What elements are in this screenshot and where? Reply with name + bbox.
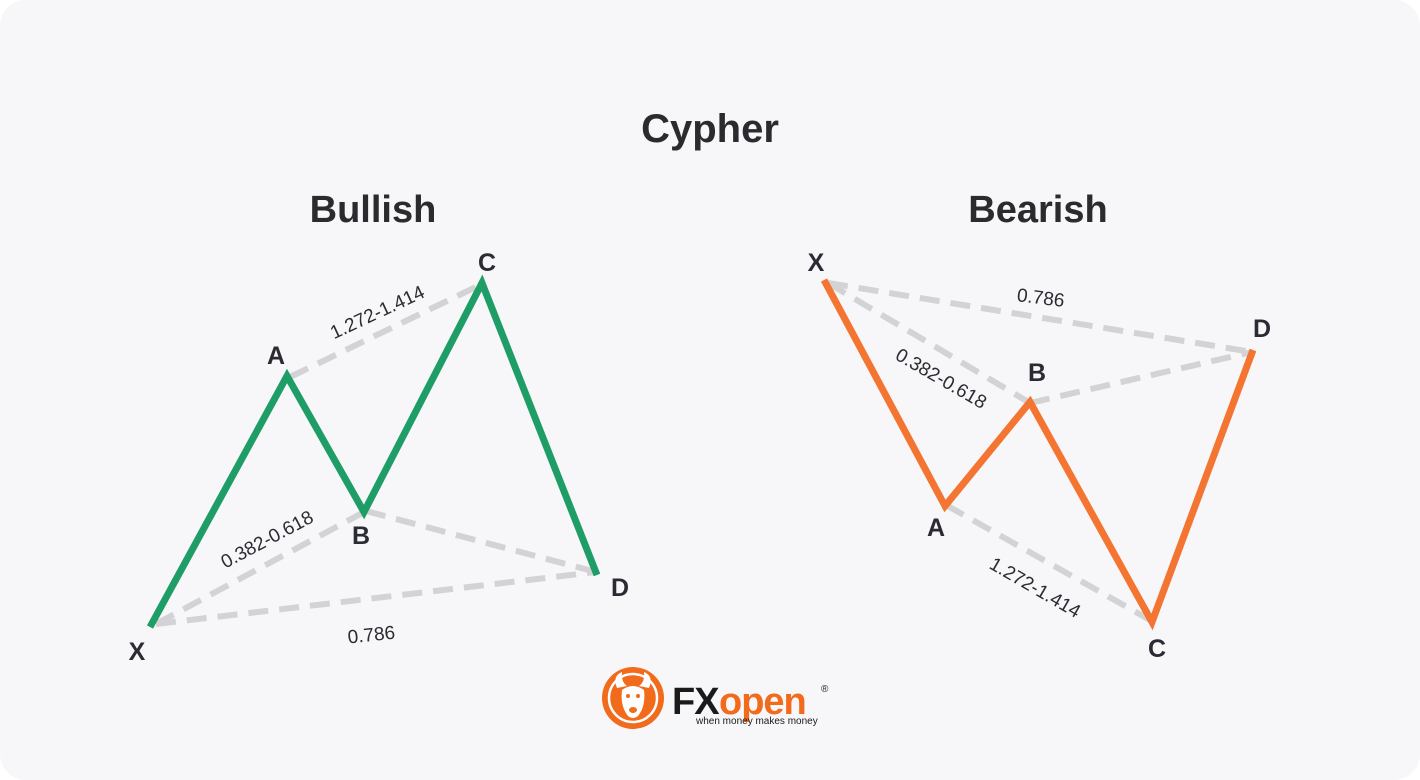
brand-tagline: when money makes money <box>695 716 818 727</box>
bullish-guide-xd <box>155 569 597 627</box>
brand-logo: FX open ® when money makes money <box>602 667 829 729</box>
bullish-point-b: B <box>352 522 370 550</box>
bearish-guide-bd <box>1029 349 1253 406</box>
bearish-point-x: X <box>808 249 825 277</box>
bullish-point-x: X <box>129 638 146 666</box>
bullish-point-c: C <box>478 249 496 277</box>
bearish-point-b: B <box>1028 359 1046 387</box>
bearish-point-c: C <box>1148 635 1166 663</box>
bullish-guide-ac <box>288 283 480 380</box>
bearish-ratio-d: 0.786 <box>1016 285 1066 312</box>
brand-registered: ® <box>821 684 829 695</box>
bullish-point-a: A <box>267 342 285 370</box>
bearish-point-a: A <box>927 514 945 542</box>
bearish-ratio-b: 0.382-0.618 <box>892 345 990 414</box>
bearish-guide-xb <box>826 280 1032 406</box>
main-title: Cypher <box>641 107 779 151</box>
bearish-panel: X A B C D 0.786 0.382-0.618 1.272-1.414 <box>808 249 1271 663</box>
bearish-pattern-line <box>820 278 1257 631</box>
bullish-ratio-d: 0.786 <box>347 623 396 649</box>
brand-open: open <box>719 681 806 723</box>
bullish-panel: X A B C D 1.272-1.414 0.382-0.618 0.786 <box>129 249 629 666</box>
bullish-guide-bd <box>365 508 597 575</box>
bearish-title: Bearish <box>968 189 1107 231</box>
brand-fx: FX <box>672 681 720 723</box>
bullish-point-d: D <box>611 574 629 602</box>
bearish-ratio-c: 1.272-1.414 <box>986 554 1085 623</box>
bearish-point-d: D <box>1253 315 1271 343</box>
bullish-pattern-line <box>146 274 601 629</box>
bullish-guide-xb <box>154 508 368 627</box>
bull-logo-icon <box>602 667 664 729</box>
bearish-guide-ac <box>944 502 1152 623</box>
bearish-guide-xd <box>827 280 1253 355</box>
bullish-title: Bullish <box>310 189 437 231</box>
